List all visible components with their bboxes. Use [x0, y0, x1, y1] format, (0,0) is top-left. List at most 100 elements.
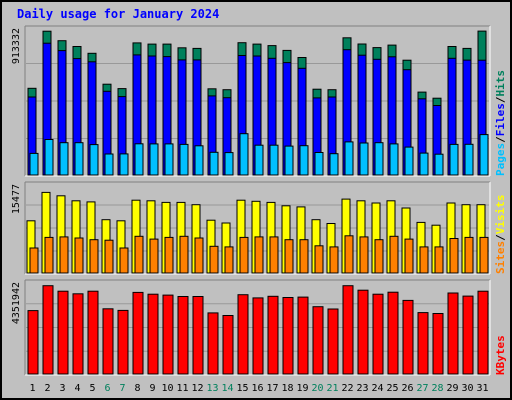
kbytes-bar — [297, 296, 309, 375]
x-tick-label: 16 — [251, 383, 263, 394]
x-tick-label: 29 — [446, 383, 458, 394]
x-tick-label: 28 — [431, 383, 443, 394]
pages-bar — [194, 145, 204, 176]
pages-bar — [404, 146, 414, 176]
x-tick-label: 14 — [221, 383, 233, 394]
legend-part: KBytes — [494, 335, 507, 375]
sites-bar — [329, 246, 339, 274]
kbytes-bar — [87, 290, 99, 375]
sites-bar — [209, 245, 219, 274]
legend-kbytes: KBytes — [494, 335, 507, 375]
pages-bar — [224, 152, 234, 176]
sites-bar — [29, 247, 39, 274]
kbytes-bar — [342, 285, 354, 375]
kbytes-bar — [72, 293, 84, 375]
sites-bar — [239, 236, 249, 274]
sites-bar — [479, 236, 489, 274]
pages-bar — [329, 153, 339, 176]
x-tick-label: 3 — [59, 383, 65, 394]
sites-bar — [464, 236, 474, 274]
sites-bar — [224, 246, 234, 274]
pages-bar — [74, 142, 84, 176]
sites-bar — [404, 238, 414, 274]
x-tick-label: 21 — [326, 383, 338, 394]
x-tick-label: 18 — [281, 383, 293, 394]
legend-part: Hits — [494, 70, 507, 97]
pages-bar — [479, 134, 489, 176]
sites-bar — [119, 247, 129, 274]
sites-bar — [374, 239, 384, 274]
kbytes-bar — [27, 310, 39, 375]
y-max-label: 4351942 — [11, 282, 22, 324]
sites-bar — [389, 235, 399, 274]
x-tick-label: 25 — [386, 383, 398, 394]
kbytes-bar — [432, 313, 444, 375]
x-tick-label: 31 — [476, 383, 488, 394]
kbytes-bar — [117, 309, 129, 375]
pages-bar — [419, 152, 429, 176]
sites-bar — [449, 238, 459, 274]
x-tick-label: 1 — [29, 383, 35, 394]
pages-bar — [104, 153, 114, 176]
x-tick-label: 24 — [371, 383, 383, 394]
pages-bar — [254, 144, 264, 176]
legend-part: / — [494, 96, 507, 103]
kbytes-bar — [447, 292, 459, 375]
x-tick-label: 7 — [119, 383, 125, 394]
sites-bar — [164, 236, 174, 274]
x-tick-label: 30 — [461, 383, 473, 394]
kbytes-bar — [102, 308, 114, 375]
x-tick-label: 13 — [206, 383, 218, 394]
pages-bar — [149, 143, 159, 176]
kbytes-bar — [282, 297, 294, 375]
kbytes-bar — [402, 299, 414, 375]
legend-part: Pages — [494, 143, 507, 176]
pages-bar — [134, 143, 144, 176]
sites-bar — [419, 246, 429, 274]
chart-title: Daily usage for January 2024 — [17, 7, 219, 21]
kbytes-bar — [327, 308, 339, 375]
sites-bar — [104, 239, 114, 274]
kbytes-bar — [357, 289, 369, 375]
x-tick-label: 6 — [104, 383, 110, 394]
sites-bar — [149, 238, 159, 274]
pages-bar — [44, 139, 54, 176]
sites-bar — [344, 235, 354, 274]
legend-part: / — [494, 136, 507, 143]
kbytes-bar — [267, 295, 279, 375]
legend-part: Visits — [494, 195, 507, 235]
kbytes-bar — [132, 291, 144, 375]
sites-bar — [359, 236, 369, 274]
kbytes-bar — [222, 315, 234, 375]
pages-bar — [434, 153, 444, 176]
pages-bar — [164, 143, 174, 176]
x-tick-label: 19 — [296, 383, 308, 394]
pages-bar — [389, 143, 399, 176]
pages-bar — [314, 152, 324, 176]
kbytes-bar — [477, 290, 489, 375]
sites-bar — [194, 237, 204, 274]
pages-bar — [89, 144, 99, 176]
y-max-label: 913332 — [11, 28, 22, 64]
x-tick-label: 17 — [266, 383, 278, 394]
legend-hits-files-pages: Pages/Files/Hits — [494, 70, 507, 176]
kbytes-bar — [207, 312, 219, 375]
sites-bar — [59, 236, 69, 274]
pages-bar — [299, 145, 309, 176]
x-tick-label: 20 — [311, 383, 323, 394]
kbytes-bar — [42, 285, 54, 375]
sites-bar — [299, 239, 309, 274]
x-tick-label: 2 — [44, 383, 50, 394]
x-tick-label: 11 — [176, 383, 188, 394]
x-tick-label: 26 — [401, 383, 413, 394]
pages-bar — [239, 133, 249, 176]
pages-bar — [464, 143, 474, 176]
x-tick-label: 8 — [134, 383, 140, 394]
legend-part: Sites — [494, 241, 507, 274]
kbytes-bar — [252, 297, 264, 375]
sites-bar — [179, 235, 189, 274]
sites-bar — [254, 236, 264, 274]
kbytes-bar — [312, 306, 324, 375]
x-tick-label: 5 — [89, 383, 95, 394]
x-tick-label: 10 — [161, 383, 173, 394]
